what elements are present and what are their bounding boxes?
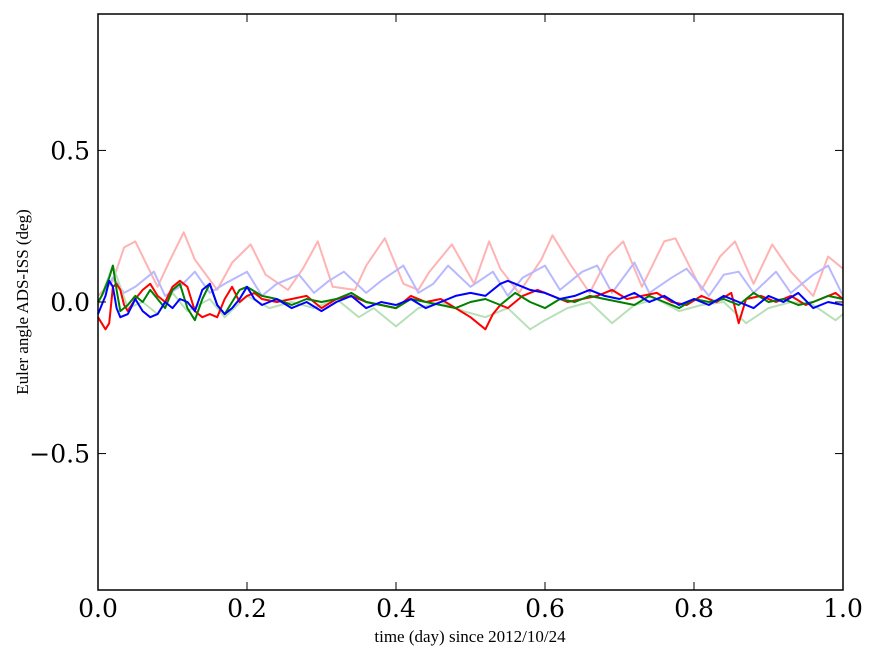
x-tick-label: 0.4: [376, 594, 416, 623]
series-line: [97, 261, 844, 303]
y-axis-label: Euler angle ADS-ISS (deg): [13, 209, 32, 395]
series-line: [97, 264, 844, 322]
y-tick-label: 0.5: [50, 136, 90, 165]
x-tick-label: 0.2: [227, 594, 267, 623]
y-tick-label: 0.0: [50, 288, 90, 317]
series-layer: [97, 231, 844, 331]
x-tick-label: 0.8: [674, 594, 714, 623]
x-tick-label: 0.6: [525, 594, 565, 623]
x-tick-label: 1.0: [823, 594, 863, 623]
series-line: [97, 279, 844, 319]
y-tick-label: −0.5: [29, 440, 90, 469]
tick-layer: [97, 14, 844, 590]
x-axis-label: time (day) since 2012/10/24: [374, 627, 566, 646]
series-line: [97, 231, 844, 297]
x-tick-label: 0.0: [78, 594, 118, 623]
